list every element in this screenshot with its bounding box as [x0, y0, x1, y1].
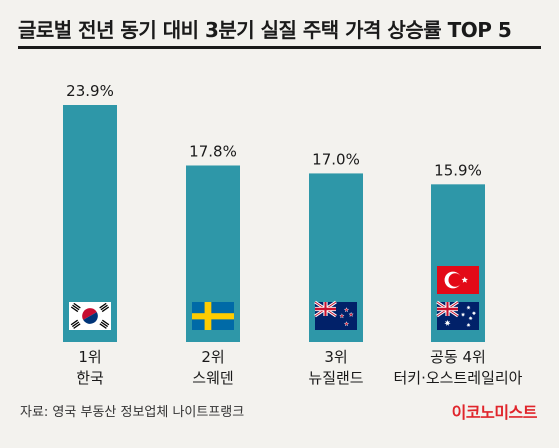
chart-title: 글로벌 전년 동기 대비 3분기 실질 주택 가격 상승률 TOP 5 — [18, 18, 512, 42]
value-label-3: 17.0% — [312, 150, 360, 168]
value-label-1: 23.9% — [66, 82, 114, 100]
rank-label-2: 2위 — [201, 348, 224, 366]
new-zealand-flag — [314, 300, 357, 330]
australia-flag — [436, 300, 479, 330]
rank-label-1: 1위 — [78, 348, 101, 366]
title-divider — [18, 46, 541, 49]
country-label-2: 스웨덴 — [192, 369, 233, 387]
country-label-4: 터키·오스트레일리아 — [394, 369, 523, 387]
turkey-flag — [437, 266, 479, 294]
rank-label-3: 3위 — [324, 348, 347, 366]
value-label-2: 17.8% — [189, 142, 237, 160]
value-label-4: 15.9% — [434, 161, 482, 179]
south-korea-flag — [69, 302, 111, 330]
source-note: 자료: 영국 부동산 정보업체 나이트프랭크 — [20, 405, 245, 420]
sweden-flag — [192, 302, 234, 330]
country-label-3: 뉴질랜드 — [308, 369, 363, 387]
rank-label-4: 공동 4위 — [430, 348, 486, 366]
country-label-1: 한국 — [76, 369, 104, 387]
brand-logo: 이코노미스트 — [451, 403, 538, 422]
